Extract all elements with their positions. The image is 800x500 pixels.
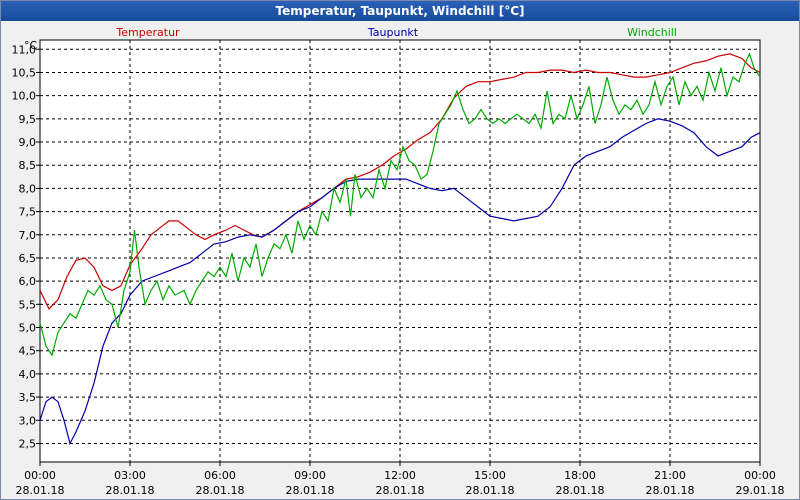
y-tick-label: 8,0 <box>19 182 37 195</box>
y-tick-label: 11,0 <box>12 43 37 56</box>
x-tick-date: 28.01.18 <box>196 484 245 497</box>
x-tick-time: 12:00 <box>384 469 416 482</box>
y-tick-label: 4,0 <box>19 368 37 381</box>
x-tick-time: 18:00 <box>564 469 596 482</box>
x-tick-date: 28.01.18 <box>106 484 155 497</box>
y-tick-label: 5,0 <box>19 322 37 335</box>
y-tick-label: 7,5 <box>19 206 37 219</box>
y-tick-label: 4,5 <box>19 345 37 358</box>
series-line-windchill <box>39 52 761 357</box>
y-tick-label: 9,5 <box>19 113 37 126</box>
x-tick-time: 00:00 <box>24 469 56 482</box>
legend-entry-temperatur: Temperatur <box>115 26 180 39</box>
x-tick-time: 06:00 <box>204 469 236 482</box>
x-axis-ticks: 00:00 28.01.18 03:00 28.01.18 06:00 28.01.18 0… <box>16 462 785 497</box>
x-tick-date: 28.01.18 <box>376 484 425 497</box>
x-tick-time: 00:00 <box>744 469 776 482</box>
x-tick-date: 28.01.18 <box>16 484 65 497</box>
x-tick-time: 21:00 <box>654 469 686 482</box>
legend-entry-taupunkt: Taupunkt <box>367 26 419 39</box>
y-tick-label: 8,5 <box>19 159 37 172</box>
y-tick-label: 5,5 <box>19 298 37 311</box>
x-tick-date: 28.01.18 <box>646 484 695 497</box>
y-tick-label: 3,5 <box>19 391 37 404</box>
legend: Temperatur Taupunkt Windchill <box>115 26 677 39</box>
y-tick-label: 10,5 <box>12 66 37 79</box>
legend-entry-windchill: Windchill <box>627 26 677 39</box>
x-tick-time: 09:00 <box>294 469 326 482</box>
y-tick-label: 7,0 <box>19 229 37 242</box>
x-tick-time: 03:00 <box>114 469 146 482</box>
y-tick-label: 6,0 <box>19 275 37 288</box>
y-axis-ticks: 2,5 3,0 3,5 4,0 4,5 5,0 5,5 6,0 6,5 7,0 7,5 8,0 8,5 9… <box>12 43 40 450</box>
y-axis-label: °C <box>24 39 38 52</box>
y-tick-label: 9,0 <box>19 136 37 149</box>
x-tick-date: 28.01.18 <box>286 484 335 497</box>
series-lines <box>39 52 761 446</box>
x-tick-date: 29.01.18 <box>736 484 785 497</box>
chart-title: Temperatur, Taupunkt, Windchill [°C] <box>1 1 799 21</box>
y-tick-label: 3,0 <box>19 414 37 427</box>
y-tick-label: 10,0 <box>12 90 37 103</box>
series-line-temperatur <box>39 53 761 311</box>
x-tick-date: 28.01.18 <box>466 484 515 497</box>
y-tick-label: 2,5 <box>19 437 37 450</box>
grid-lines <box>40 40 760 462</box>
x-tick-date: 28.01.18 <box>556 484 605 497</box>
x-tick-time: 15:00 <box>474 469 506 482</box>
y-tick-label: 6,5 <box>19 252 37 265</box>
